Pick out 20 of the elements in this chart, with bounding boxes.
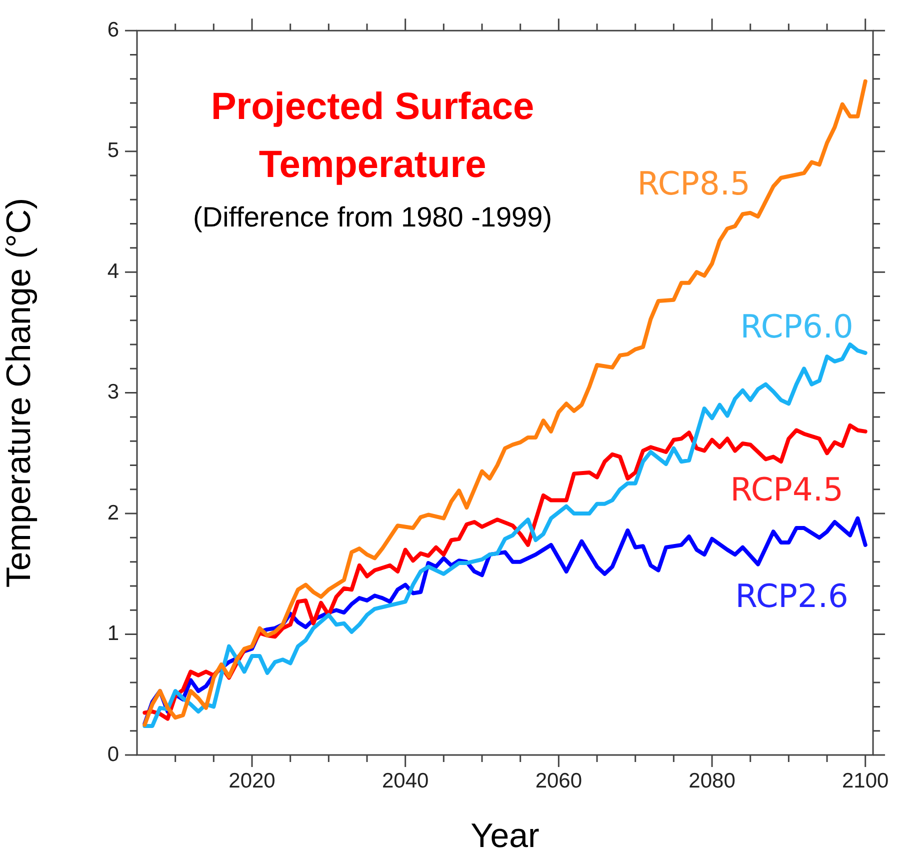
x-tick-label: 2040 <box>382 769 429 792</box>
series-label: RCP4.5 <box>730 470 844 509</box>
x-tick-label: 2060 <box>535 769 582 792</box>
text: Projected Surface Temperature <box>210 86 534 186</box>
y-tick-label: 4 <box>107 260 120 283</box>
series-label: RCP6.0 <box>740 307 854 346</box>
y-tick-label: 3 <box>107 380 119 404</box>
x-tick-label: 2100 <box>842 769 889 792</box>
x-tick-label: 2080 <box>688 769 736 792</box>
y-tick-label: 6 <box>107 18 119 42</box>
x-tick-label: 2020 <box>228 769 276 792</box>
text: (Difference from 1980 -1999) <box>193 201 552 232</box>
y-tick-label: 5 <box>107 139 119 162</box>
y-tick-label: 0 <box>107 742 119 766</box>
x-axis-title: Year <box>470 816 540 855</box>
series-label: RCP8.5 <box>637 164 750 203</box>
y-tick-label: 2 <box>107 501 119 524</box>
y-axis-title: Temperature Change (°C) <box>0 198 38 588</box>
y-tick-label: 1 <box>107 622 119 646</box>
series-label: RCP2.6 <box>735 577 848 616</box>
